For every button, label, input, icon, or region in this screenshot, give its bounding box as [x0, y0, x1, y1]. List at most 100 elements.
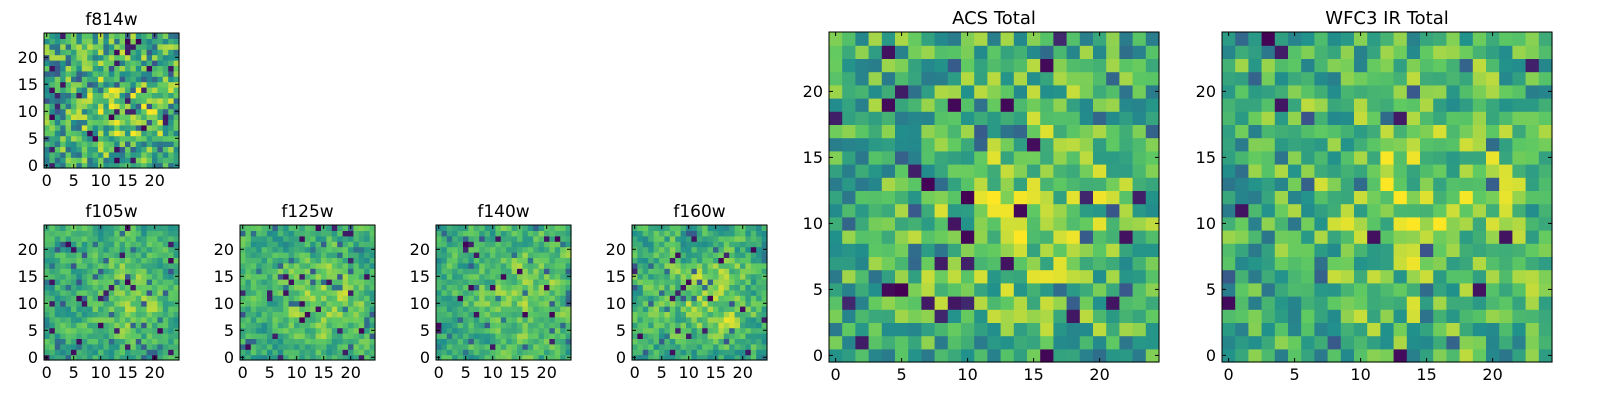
- heatmap-cell: [544, 295, 550, 302]
- heatmap-cell: [691, 279, 698, 285]
- heatmap-cell: [1261, 216, 1276, 231]
- heatmap-cell: [125, 130, 131, 137]
- heatmap-cell: [934, 84, 949, 99]
- heatmap-cell: [1512, 71, 1527, 86]
- heatmap-cell: [659, 262, 665, 269]
- heatmap-cell: [653, 241, 660, 248]
- heatmap-cell: [517, 333, 523, 339]
- heatmap-cell: [141, 162, 148, 169]
- heatmap-cell: [484, 241, 491, 248]
- heatmap-cell: [168, 252, 175, 258]
- heatmap-cell: [680, 268, 687, 275]
- heatmap-cell: [108, 97, 115, 104]
- heatmap-cell: [114, 49, 121, 56]
- heatmap-cell: [240, 235, 246, 242]
- heatmap-cell: [533, 246, 540, 253]
- heatmap-cell: [565, 279, 572, 285]
- heatmap-cell: [337, 225, 344, 231]
- heatmap-cell: [565, 262, 572, 269]
- heatmap-cell: [947, 256, 962, 271]
- heatmap-cell: [49, 38, 56, 45]
- y-tick-label: 15: [214, 267, 234, 286]
- heatmap-cell: [436, 230, 442, 237]
- heatmap-cell: [723, 235, 730, 242]
- heatmap-cell: [713, 279, 719, 285]
- heatmap-cell: [452, 333, 459, 339]
- heatmap-cell: [119, 130, 126, 137]
- heatmap-cell: [76, 252, 83, 258]
- heatmap-cell: [895, 177, 909, 191]
- heatmap-cell: [125, 322, 131, 329]
- heatmap-cell: [272, 284, 279, 291]
- heatmap-cell: [1248, 45, 1263, 59]
- heatmap-cell: [707, 284, 714, 291]
- heatmap-cell: [245, 349, 252, 356]
- heatmap-cell: [750, 279, 757, 285]
- heatmap-cell: [87, 284, 94, 291]
- heatmap-cell: [921, 230, 936, 244]
- heatmap-cell: [1145, 98, 1160, 112]
- heatmap-cell: [1380, 296, 1395, 310]
- heatmap-cell: [664, 311, 671, 318]
- heatmap-cell: [734, 273, 741, 280]
- heatmap-cell: [468, 300, 475, 307]
- heatmap-cell: [479, 273, 486, 280]
- heatmap-cell: [675, 343, 682, 350]
- heatmap-cell: [560, 273, 567, 280]
- heatmap-cell: [49, 349, 56, 356]
- heatmap-cell: [65, 257, 72, 264]
- heatmap-cell: [44, 114, 50, 120]
- heatmap-cell: [468, 257, 475, 264]
- heatmap-cell: [1288, 150, 1302, 165]
- heatmap-cell: [517, 349, 523, 356]
- heatmap-cell: [1222, 111, 1236, 125]
- heatmap-cell: [538, 338, 545, 345]
- heatmap-cell: [272, 311, 279, 318]
- heatmap-cell: [157, 92, 164, 99]
- heatmap-cell: [686, 316, 692, 323]
- heatmap-cell: [358, 349, 365, 356]
- heatmap-cell: [1145, 58, 1160, 73]
- heatmap-cell: [1013, 58, 1028, 73]
- heatmap-cell: [1525, 335, 1540, 350]
- heatmap-cell: [669, 306, 676, 312]
- heatmap-cell: [463, 268, 469, 275]
- heatmap-cell: [157, 279, 164, 285]
- heatmap-cell: [60, 43, 67, 50]
- heatmap-cell: [342, 327, 349, 334]
- heatmap-cell: [65, 65, 72, 72]
- heatmap-cell: [1013, 190, 1028, 205]
- heatmap-cell: [87, 349, 94, 356]
- heatmap-cell: [452, 311, 459, 318]
- heatmap-cell: [168, 49, 175, 56]
- heatmap-cell: [103, 43, 110, 50]
- heatmap-cell: [272, 306, 279, 312]
- heatmap-cell: [119, 49, 126, 56]
- heatmap-cell: [114, 311, 121, 318]
- heatmap-cell: [1538, 190, 1553, 205]
- heatmap-cell: [162, 65, 169, 72]
- heatmap-cell: [511, 306, 518, 312]
- heatmap-cell: [1288, 230, 1302, 244]
- heatmap-cell: [1040, 243, 1054, 257]
- heatmap-cell: [1093, 177, 1107, 191]
- heatmap-cell: [1406, 58, 1421, 73]
- heatmap-cell: [1380, 45, 1395, 59]
- heatmap-cell: [130, 97, 137, 104]
- heatmap-cell: [729, 257, 736, 264]
- heatmap-cell: [648, 338, 655, 345]
- heatmap-cell: [490, 316, 496, 323]
- heatmap-cell: [87, 343, 94, 350]
- heatmap-cell: [369, 279, 376, 285]
- heatmap-cell: [1327, 71, 1342, 86]
- heatmap-cell: [842, 322, 856, 337]
- heatmap-cell: [554, 333, 561, 339]
- heatmap-cell: [98, 135, 104, 142]
- heatmap-cell: [659, 322, 665, 329]
- heatmap-cell: [659, 273, 665, 280]
- heatmap-cell: [250, 333, 257, 339]
- heatmap-cell: [1459, 124, 1474, 139]
- heatmap-cell: [522, 349, 529, 356]
- heatmap-cell: [103, 311, 110, 318]
- heatmap-cell: [463, 273, 469, 280]
